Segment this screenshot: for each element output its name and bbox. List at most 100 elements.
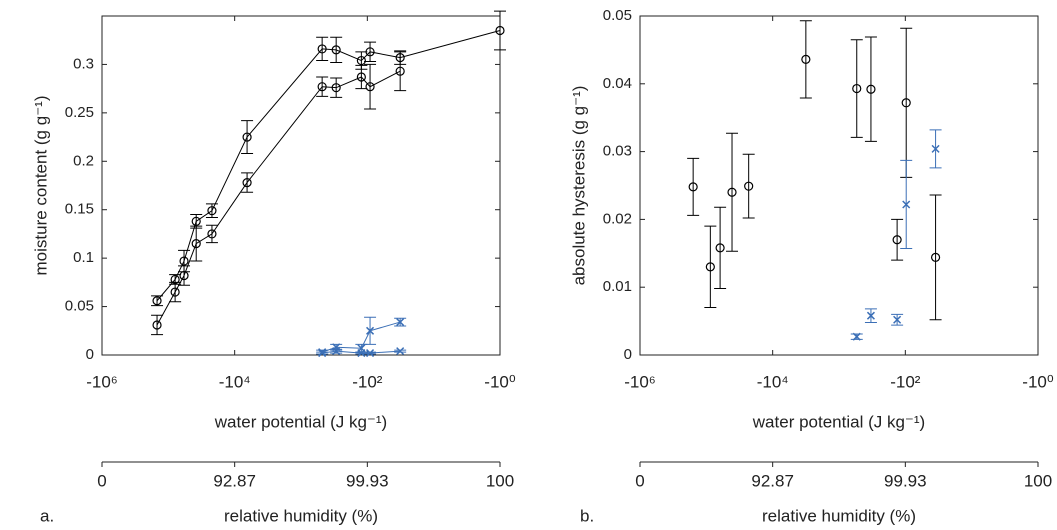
x2-tick-label: 0	[97, 471, 106, 490]
error-bar	[330, 36, 343, 63]
error-bar	[330, 77, 343, 98]
y-tick-label: 0.01	[603, 278, 632, 295]
data-point	[396, 347, 405, 356]
y-tick-label: 0.03	[603, 143, 632, 160]
data-point	[902, 200, 911, 209]
series-line	[156, 70, 401, 326]
data-point	[191, 216, 201, 226]
error-bar	[241, 120, 254, 155]
x2-tick-label: 99.93	[346, 471, 389, 490]
x2-tick-label: 100	[1024, 471, 1052, 490]
data-point	[242, 132, 252, 142]
data-point	[332, 347, 341, 356]
y-tick-label: 0.04	[603, 75, 632, 92]
data-point	[152, 296, 162, 306]
data-point	[331, 45, 341, 55]
error-bar	[205, 224, 218, 244]
data-point	[366, 326, 375, 335]
panel-label: b.	[580, 506, 594, 525]
data-point	[365, 47, 375, 57]
data-point	[901, 98, 911, 108]
data-point	[152, 320, 162, 330]
data-point	[242, 177, 252, 188]
error-bar	[687, 157, 700, 216]
data-point	[356, 72, 366, 82]
x2-axis-label: relative humidity (%)	[762, 506, 916, 525]
error-bar	[316, 36, 329, 62]
error-bar	[316, 76, 329, 97]
data-point	[715, 243, 725, 253]
error-bar	[364, 63, 377, 110]
data-point	[688, 182, 698, 192]
data-point	[317, 82, 327, 92]
error-bar	[850, 39, 863, 138]
x2-tick-label: 92.87	[213, 471, 256, 490]
data-point	[356, 55, 366, 66]
data-point	[866, 311, 875, 320]
x-axis-label: water potential (J kg⁻¹)	[752, 412, 925, 431]
x-tick-label: -10⁴	[219, 372, 251, 391]
y-tick-label: 0.1	[73, 249, 94, 266]
y-tick-label: 0.3	[73, 55, 94, 72]
error-bar	[190, 225, 203, 262]
data-point	[357, 349, 366, 358]
error-bar	[394, 51, 407, 92]
data-point	[744, 181, 754, 191]
y-tick-label: 0	[86, 346, 94, 363]
error-bar	[494, 10, 506, 51]
series-line	[156, 30, 501, 302]
data-point	[396, 318, 405, 327]
error-bar	[178, 265, 191, 286]
error-bar	[704, 225, 717, 309]
x-tick-label: -10⁰	[484, 372, 516, 391]
plot-frame	[639, 15, 1039, 356]
data-point	[866, 84, 876, 94]
data-point	[395, 66, 405, 76]
error-bar	[742, 153, 755, 219]
data-point	[727, 187, 737, 197]
error-bar	[151, 314, 164, 336]
error-bar	[355, 64, 368, 90]
y-tick-label: 0	[624, 346, 632, 363]
x-tick-label: -10⁴	[757, 372, 789, 391]
x2-tick-label: 0	[635, 471, 644, 490]
x-tick-label: -10²	[352, 372, 383, 391]
x-tick-label: -10²	[890, 372, 921, 391]
y-tick-label: 0.05	[65, 298, 94, 315]
data-point	[852, 332, 861, 341]
y-tick-label: 0.05	[603, 7, 632, 24]
data-point	[170, 287, 180, 297]
x-tick-label: -10⁰	[1022, 372, 1054, 391]
data-point	[705, 262, 715, 272]
error-bar	[169, 281, 182, 303]
x-tick-label: -10⁶	[624, 372, 656, 391]
panel-label: a.	[40, 506, 54, 525]
data-point	[179, 256, 189, 266]
error-bar	[151, 295, 164, 307]
data-point	[366, 349, 375, 358]
data-point	[852, 83, 862, 94]
data-point	[191, 239, 201, 249]
data-point	[207, 206, 217, 216]
y-tick-label: 0.02	[603, 210, 632, 227]
y-axis-label: absolute hysteresis (g g⁻¹)	[569, 86, 588, 286]
x-tick-label: -10⁶	[86, 372, 118, 391]
error-bar	[799, 20, 812, 99]
data-point	[207, 229, 217, 239]
data-point	[893, 315, 902, 324]
y-tick-label: 0.25	[65, 104, 94, 121]
data-point	[495, 25, 505, 36]
data-point	[801, 54, 811, 64]
data-point	[365, 82, 375, 92]
y-tick-label: 0.15	[65, 201, 94, 218]
error-bar	[891, 218, 904, 261]
data-point	[331, 83, 341, 93]
y-axis-label: moisture content (g g⁻¹)	[31, 96, 50, 276]
error-bar	[714, 206, 727, 290]
data-point	[317, 44, 327, 54]
x2-tick-label: 99.93	[884, 471, 927, 490]
x2-axis-label: relative humidity (%)	[224, 506, 378, 525]
data-point	[892, 235, 902, 245]
x2-tick-label: 92.87	[751, 471, 794, 490]
